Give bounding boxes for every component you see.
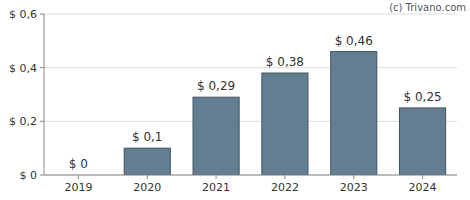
x-tick [147,175,148,179]
category-label: 2024 [409,181,437,194]
grid-line [44,121,457,122]
grid-line [44,175,457,176]
tick-mark [40,175,44,176]
bar [262,73,308,175]
data-labels: $ 0 $ 0,1 $ 0,29 $ 0,38 $ 0,46 $ 0,25 [69,34,442,171]
tick-label: $ 0,6 [9,8,37,21]
data-label: $ 0 [69,157,88,171]
tick-label: $ 0 [20,169,38,182]
y-axis [44,14,45,175]
tick-label: $ 0,2 [9,115,37,128]
category-label: 2020 [133,181,161,194]
data-label: $ 0,38 [266,55,304,69]
grid-line [44,67,457,68]
x-axis [44,175,457,176]
bar [331,52,377,175]
category-label: 2022 [271,181,299,194]
data-label: $ 0,1 [132,130,163,144]
data-label: $ 0,46 [335,34,373,48]
x-tick [284,175,285,179]
bar [193,97,239,175]
category-label: 2021 [202,181,230,194]
annotation: (c) Trivano.com [389,2,466,13]
tick-mark [40,14,44,15]
chart: (c) Trivano.com $ 0 $ 0,2 $ 0,4 $ 0,6 $ 0 $ 0,… [0,0,470,200]
category-label: 2019 [64,181,92,194]
data-label: $ 0,25 [403,90,441,104]
x-tick [216,175,217,179]
tick-mark [40,121,44,122]
x-tick [422,175,423,179]
data-label: $ 0,29 [197,79,235,93]
bar [124,148,170,175]
x-tick [353,175,354,179]
tick-mark [40,67,44,68]
bar [400,108,446,175]
grid-line [44,14,457,15]
category-label: 2023 [340,181,368,194]
tick-label: $ 0,4 [9,62,37,75]
bars [124,52,445,175]
x-tick [78,175,79,179]
